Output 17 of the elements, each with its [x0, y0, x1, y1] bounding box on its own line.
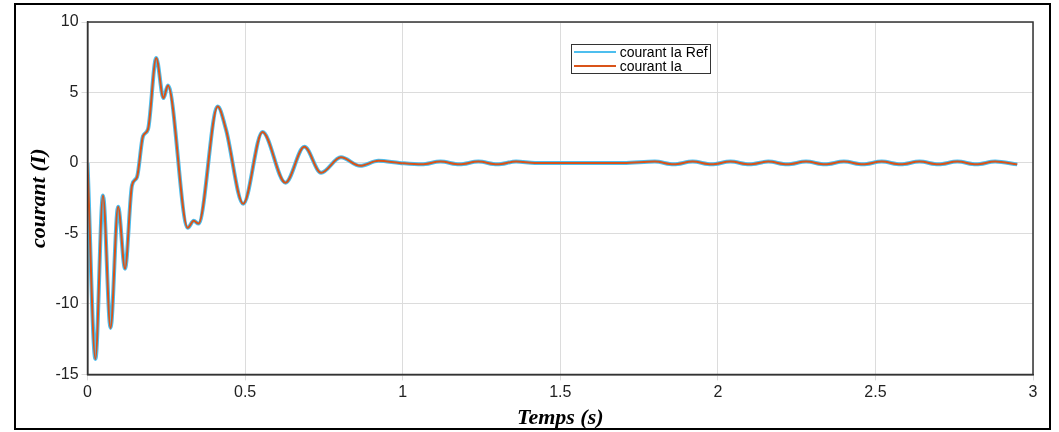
legend-label: courant Ia Ref [619, 44, 708, 60]
x-tick-label: 0 [83, 383, 93, 401]
x-tick-label: 1.5 [549, 383, 572, 401]
y-tick-label: 0 [69, 153, 79, 171]
legend-label: courant Ia [619, 58, 682, 74]
x-axis-title: Temps (s) [516, 404, 604, 430]
x-tick-label: 1 [398, 383, 408, 401]
x-tick-label: 0.5 [233, 383, 257, 401]
y-tick-label: -15 [55, 364, 79, 382]
x-tick-label: 2 [713, 383, 723, 401]
y-tick-label: 10 [60, 12, 79, 30]
x-tick-label: 2.5 [864, 383, 887, 401]
y-tick-label: -10 [55, 294, 79, 312]
y-tick-label: 5 [69, 82, 79, 100]
y-tick-label: -5 [64, 223, 79, 241]
y-axis-title: courant (I) [24, 148, 50, 249]
x-tick-label: 3 [1028, 383, 1038, 401]
